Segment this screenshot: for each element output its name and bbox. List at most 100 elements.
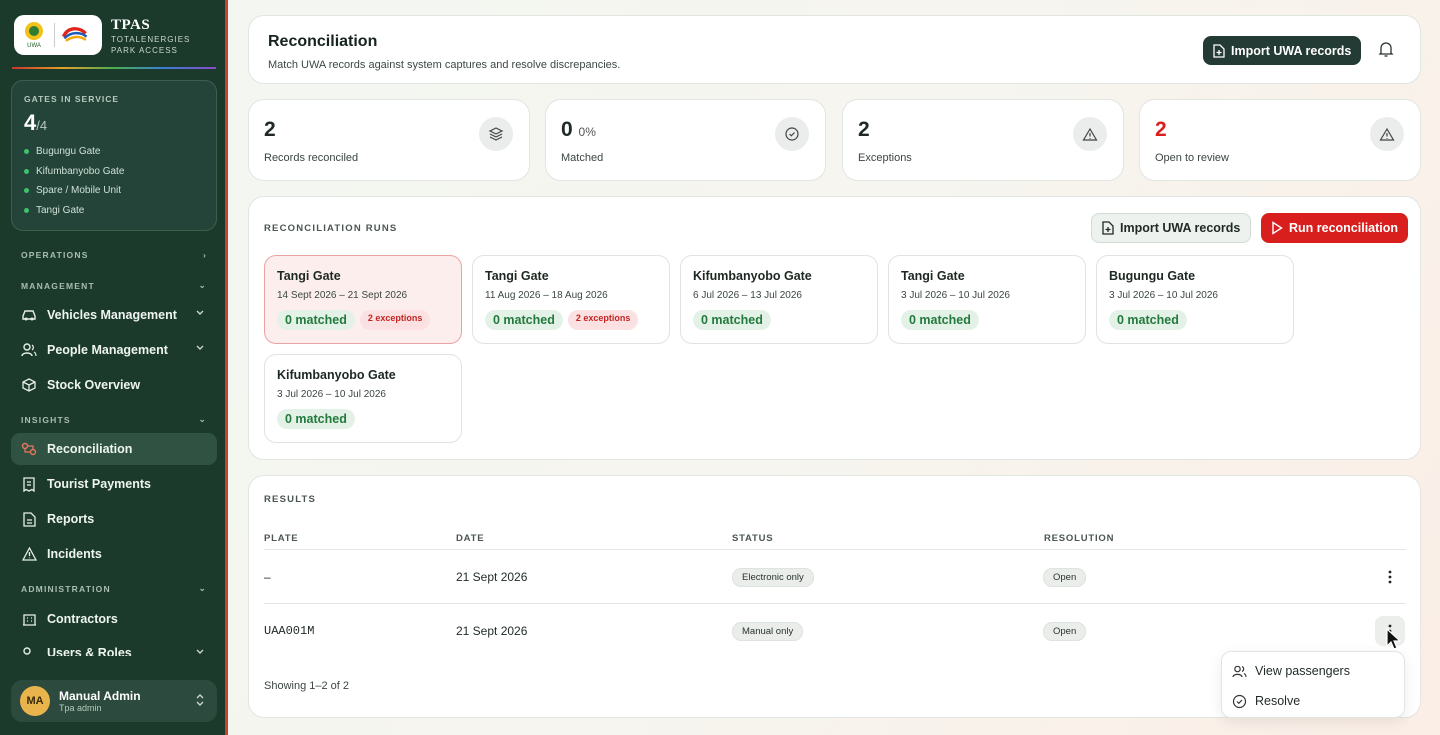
run-card[interactable]: Tangi Gate 11 Aug 2026 – 18 Aug 2026 0 m…: [472, 255, 670, 344]
resolution-badge: Open: [1043, 568, 1087, 587]
run-card[interactable]: Bugungu Gate 3 Jul 2026 – 10 Jul 2026 0 …: [1096, 255, 1294, 344]
sidebar-item-users[interactable]: Users & Roles: [11, 638, 217, 656]
user-role: Tpa admin: [59, 703, 102, 713]
chevron-down-icon: ⌄: [198, 280, 207, 290]
sidebar-item-label: Vehicles Management: [47, 308, 177, 322]
section-label: MANAGEMENT: [21, 280, 95, 291]
menu-item-view-passengers[interactable]: View passengers: [1232, 656, 1394, 686]
matched-badge: 0 matched: [1109, 310, 1187, 330]
reconciliation-runs-panel: RECONCILIATION RUNS Import UWA records R…: [248, 196, 1421, 460]
run-card[interactable]: Tangi Gate 3 Jul 2026 – 10 Jul 2026 0 ma…: [888, 255, 1086, 344]
sidebar-item-stock[interactable]: Stock Overview: [11, 369, 217, 401]
sidebar: UWA TPAS TOTALENERGIES PARK ACCESS GATES…: [0, 0, 228, 735]
building-icon: [21, 611, 37, 627]
section-insights[interactable]: INSIGHTS ⌄: [21, 414, 207, 425]
status-dot-icon: [24, 188, 29, 194]
stat-percent: 0%: [578, 125, 596, 139]
column-header-date[interactable]: DATE: [456, 533, 485, 544]
section-administration[interactable]: ADMINISTRATION ⌄: [21, 583, 207, 594]
date-cell: 21 Sept 2026: [456, 570, 528, 584]
bell-icon[interactable]: [1378, 41, 1394, 58]
gates-count-value: 4: [24, 110, 37, 135]
totalenergies-logo: [61, 20, 89, 50]
stat-label: Records reconciled: [264, 152, 359, 164]
stat-number: 2: [264, 118, 276, 141]
exceptions-badge: 2 exceptions: [567, 310, 639, 330]
user-menu[interactable]: MA Manual Admin Tpa admin: [11, 680, 217, 722]
page-header: Reconciliation Match UWA records against…: [248, 15, 1421, 84]
run-gate: Kifumbanyobo Gate: [277, 368, 396, 382]
row-actions-button[interactable]: [1375, 562, 1405, 592]
section-label: ADMINISTRATION: [21, 583, 111, 594]
stat-value: 0 0%: [561, 118, 596, 142]
column-header-plate[interactable]: PLATE: [264, 533, 299, 544]
sidebar-item-reconciliation[interactable]: Reconciliation: [11, 433, 217, 465]
exceptions-badge: 2 exceptions: [359, 310, 431, 330]
warning-icon: [21, 546, 37, 562]
reconcile-icon: [21, 441, 37, 457]
stat-records-reconciled: 2 Records reconciled: [248, 99, 530, 181]
import-uwa-records-button[interactable]: Import UWA records: [1091, 213, 1252, 243]
uwa-logo: UWA: [20, 20, 48, 50]
sidebar-item-vehicles[interactable]: Vehicles Management: [11, 299, 217, 331]
sidebar-item-people[interactable]: People Management: [11, 334, 217, 366]
chevron-down-icon: ⌄: [198, 583, 207, 593]
divider: [264, 603, 1406, 604]
gates-count: 4/4: [24, 110, 204, 136]
resolution-badge: Open: [1043, 622, 1087, 641]
car-icon: [21, 307, 37, 323]
import-uwa-button[interactable]: Import UWA records: [1203, 36, 1362, 65]
sidebar-item-label: Users & Roles: [47, 646, 132, 656]
mouse-cursor-icon: [1386, 628, 1402, 650]
status-dot-icon: [24, 168, 29, 174]
brand-title: TPAS: [111, 17, 151, 33]
stat-number: 2: [1155, 118, 1167, 141]
sidebar-item-contractors[interactable]: Contractors: [11, 603, 217, 635]
gate-name: Kifumbanyobo Gate: [36, 165, 125, 177]
button-label: Run reconciliation: [1289, 221, 1399, 235]
run-card[interactable]: Kifumbanyobo Gate 6 Jul 2026 – 13 Jul 20…: [680, 255, 878, 344]
run-reconciliation-button[interactable]: Run reconciliation: [1261, 213, 1409, 243]
stat-open-to-review: 2 Open to review: [1139, 99, 1421, 181]
run-dates: 11 Aug 2026 – 18 Aug 2026: [485, 290, 608, 301]
layers-icon: [479, 117, 513, 151]
brand-logos[interactable]: UWA: [14, 15, 102, 55]
sidebar-item-incidents[interactable]: Incidents: [11, 538, 217, 570]
gates-in-service-card: GATES IN SERVICE 4/4 Bugungu Gate Kifumb…: [11, 80, 217, 231]
stat-matched: 0 0% Matched: [545, 99, 826, 181]
sidebar-item-label: Reports: [47, 512, 95, 526]
matched-badge: 0 matched: [277, 310, 355, 330]
document-icon: [21, 511, 37, 527]
column-header-status[interactable]: STATUS: [732, 533, 774, 544]
gates-count-total: /4: [36, 118, 48, 133]
run-gate: Bugungu Gate: [1109, 269, 1196, 283]
section-management[interactable]: MANAGEMENT ⌄: [21, 280, 207, 291]
brand-sub1: TOTALENERGIES: [111, 35, 191, 44]
page-subtitle: Match UWA records against system capture…: [268, 59, 621, 71]
menu-item-resolve[interactable]: Resolve: [1232, 686, 1394, 716]
results-heading: RESULTS: [264, 494, 317, 505]
stat-value: 2: [264, 118, 276, 142]
users-icon: [1232, 665, 1247, 677]
file-plus-icon: [1102, 221, 1114, 235]
brand-text: TPAS TOTALENERGIES PARK ACCESS: [111, 17, 190, 56]
stat-label: Open to review: [1155, 152, 1229, 164]
gate-name: Spare / Mobile Unit: [36, 185, 122, 197]
column-header-resolution[interactable]: RESOLUTION: [1044, 533, 1115, 544]
run-card[interactable]: Kifumbanyobo Gate 3 Jul 2026 – 10 Jul 20…: [264, 354, 462, 443]
chevron-right-icon: ›: [202, 250, 207, 260]
sidebar-item-reports[interactable]: Reports: [11, 503, 217, 535]
plate-cell: UAA001M: [264, 624, 315, 638]
sidebar-item-payments[interactable]: Tourist Payments: [11, 468, 217, 500]
warning-icon: [1073, 117, 1107, 151]
date-cell: 21 Sept 2026: [456, 624, 528, 638]
stat-number: 0: [561, 118, 573, 141]
matched-badge: 0 matched: [901, 310, 979, 330]
section-operations[interactable]: OPERATIONS ›: [21, 250, 207, 260]
run-card[interactable]: Tangi Gate 14 Sept 2026 – 21 Sept 2026 0…: [264, 255, 462, 344]
matched-badge: 0 matched: [693, 310, 771, 330]
run-gate: Kifumbanyobo Gate: [693, 269, 812, 283]
menu-item-label: View passengers: [1255, 664, 1350, 678]
sidebar-item-label: Contractors: [47, 612, 118, 626]
stat-label: Exceptions: [858, 152, 912, 164]
